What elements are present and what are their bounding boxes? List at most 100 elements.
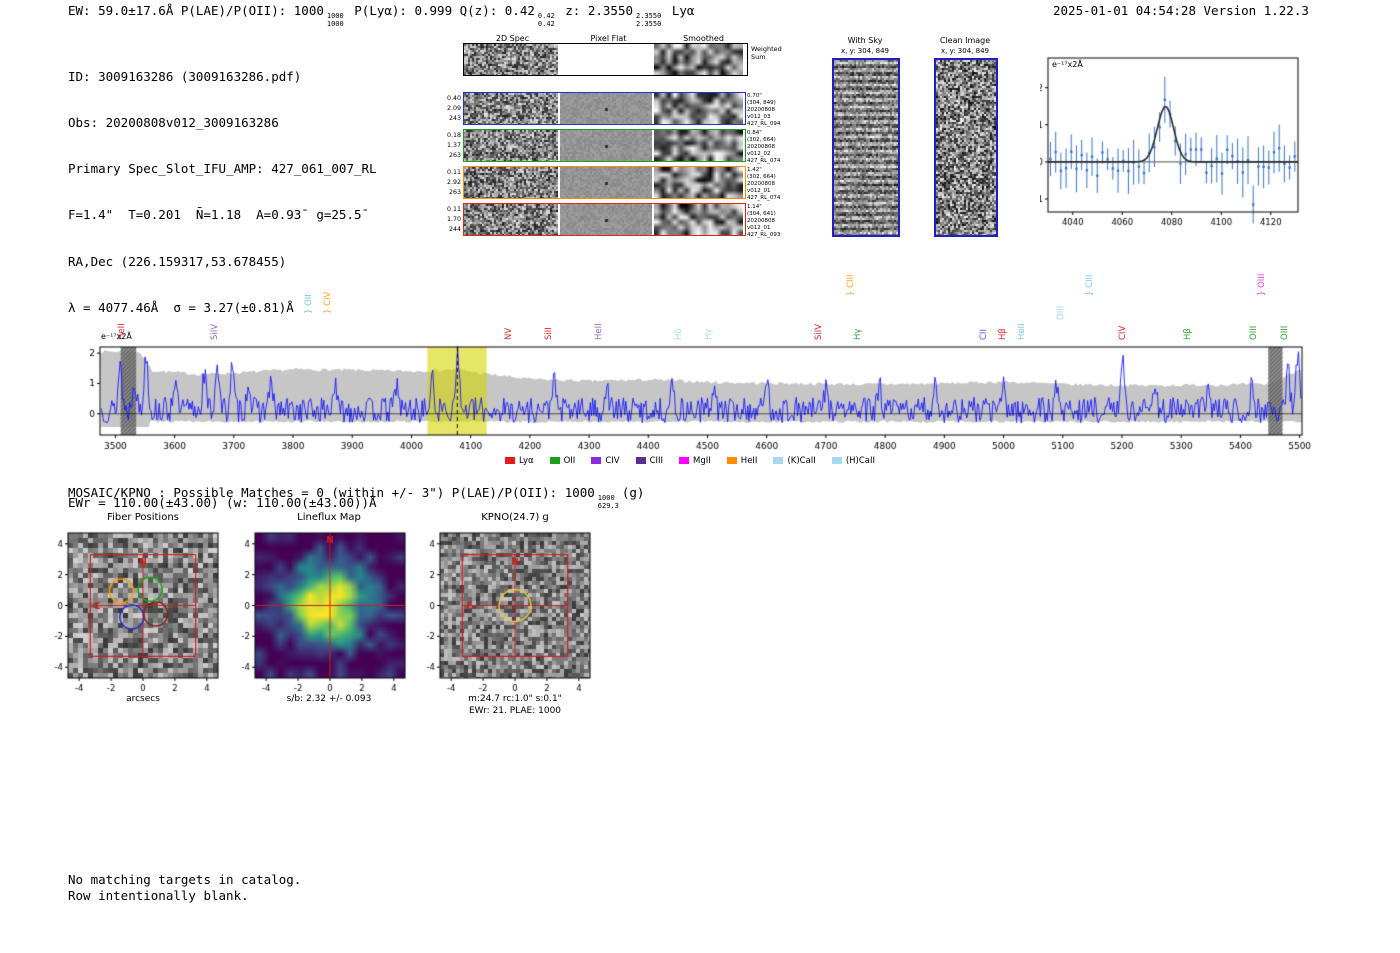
spec2d-row-annotation: 1.42" (302, 664) 20200808 v012_01 427_RL_074 bbox=[747, 167, 792, 201]
clean-coords: x, y: 304, 849 bbox=[941, 47, 989, 55]
emission-line-label: Hδ bbox=[674, 328, 685, 340]
mosaic-match-line: MOSAIC/KPNO : Possible Matches = 0 (with… bbox=[68, 485, 644, 511]
kpno-image-plot bbox=[410, 523, 600, 695]
legend-swatch bbox=[635, 457, 646, 464]
spec2d-row-annotation-line: 1.14" bbox=[747, 204, 762, 210]
spec2d-row-left-value: 244 bbox=[448, 225, 461, 233]
info-wavelength-sigma: λ = 4077.46Å σ = 3.27(±0.81)Å bbox=[68, 299, 294, 315]
spec2d-cell-smoothed bbox=[654, 130, 743, 161]
spec2d-fiber-row: 0.11 1.70 244 1.14" (304, 641) 20200808 v012_0… bbox=[447, 203, 780, 238]
emission-line-label: } CIII bbox=[845, 274, 856, 296]
spec2d-header-2dspec: 2D Spec bbox=[495, 34, 530, 43]
emission-line-label: } CIV bbox=[323, 291, 334, 314]
spec2d-cell-smoothed bbox=[654, 93, 743, 124]
spec2d-row-annotation-line: (304, 849) bbox=[747, 99, 776, 106]
spec2d-row-annotation-line: v012_02 bbox=[747, 150, 771, 157]
cell-gap bbox=[652, 204, 654, 235]
legend-item: HeII bbox=[726, 456, 757, 466]
spec2d-cell-smoothed bbox=[654, 167, 743, 198]
summary-line: EW: 59.0±17.6Å P(LAE)/P(OII): 1000 1000 10… bbox=[68, 3, 694, 29]
spec2d-cell-2dspec bbox=[464, 167, 558, 198]
mosaic-match-post: (g) bbox=[621, 485, 645, 500]
spec2d-header-smoothed: Smoothed bbox=[683, 34, 724, 43]
summary-ew-plae: EW: 59.0±17.6Å P(LAE)/P(OII): 1000 bbox=[68, 3, 324, 18]
emission-line-label: } CIII bbox=[1085, 274, 1096, 296]
spec2d-rows: 0.40 2.09 243 0.70" (304, 849) 20200808 v012_0… bbox=[447, 92, 780, 240]
kpno-xlabel: m:24.7 rc:1.0" s:0.1" bbox=[468, 694, 562, 704]
info-id: ID: 3009163286 (3009163286.pdf) bbox=[68, 68, 302, 84]
spec2d-cell-pixelflat bbox=[560, 204, 652, 235]
emission-line-label: HeII bbox=[594, 323, 605, 340]
spec2d-row-annotation: 0.70" (304, 849) 20200808 v012_03 427_RL_094 bbox=[747, 93, 792, 127]
legend-item: CIV bbox=[591, 455, 620, 466]
lineflux-map-title: Lineflux Map bbox=[297, 512, 361, 523]
weighted-sum-label-line1: Weighted bbox=[751, 45, 782, 53]
z-frac-hi: 2.3550 bbox=[636, 12, 662, 20]
clean-image bbox=[934, 58, 998, 237]
footer-line-2: Row intentionally blank. bbox=[68, 887, 249, 903]
kpno-title: KPNO(24.7) g bbox=[481, 512, 549, 523]
info-seeing: F=1.4" T=0.201 N̄=1.18 A=0.93̄ g=25.5̄ bbox=[68, 207, 362, 223]
legend-label: CIII bbox=[649, 455, 664, 466]
lineflux-xlabel: s/b: 2.32 +/- 0.093 bbox=[286, 694, 372, 704]
emission-line-label: CII bbox=[978, 329, 989, 340]
spec2d-row-left-value: 263 bbox=[448, 151, 461, 159]
legend-item: OII bbox=[549, 455, 576, 466]
spec2d-row-annotation-line: 20200808 bbox=[747, 143, 775, 150]
spec2d-cell-smoothed bbox=[654, 44, 743, 75]
mosaic-plae-fraction: 1000 629.3 bbox=[597, 494, 619, 511]
legend-label: CIV bbox=[605, 455, 620, 466]
spec2d-row-annotation-line: 20200808 bbox=[747, 106, 775, 113]
spec2d-row-annotation-line: 0.70" bbox=[747, 93, 762, 99]
spec2d-row-annotation-line: 427_RL_074 bbox=[747, 194, 781, 201]
emission-line-label: SiIV bbox=[814, 323, 825, 340]
qz-frac-lo: 0.42 bbox=[537, 19, 555, 28]
spec2d-panel: 2D Spec Pixel Flat Smoothed Weighted Sum… bbox=[445, 28, 797, 268]
legend-label: (K)CaII bbox=[787, 455, 816, 466]
spec2d-header-pixelflat: Pixel Flat bbox=[590, 34, 627, 43]
weighted-sum-blank-cell bbox=[560, 44, 652, 75]
spec2d-row-left-value: 1.70 bbox=[446, 215, 461, 223]
spec2d-row-left-value: 2.09 bbox=[446, 104, 461, 112]
footer-notes: No matching targets in catalog. Row inte… bbox=[68, 872, 301, 903]
emission-line-label: SiIV bbox=[210, 323, 221, 340]
info-obs: Obs: 20200808v012_3009163286 bbox=[68, 115, 279, 131]
withsky-image bbox=[832, 58, 900, 237]
emission-line-label: OIII bbox=[1055, 305, 1066, 320]
emission-line-label: Hγ bbox=[703, 328, 714, 340]
spec2d-fiber-row: 0.40 2.09 243 0.70" (304, 849) 20200808 v012_0… bbox=[447, 92, 780, 127]
withsky-title: With Sky bbox=[847, 36, 883, 45]
mosaic-frac-hi: 1000 bbox=[597, 494, 615, 502]
fiber-positions-plot bbox=[38, 523, 228, 695]
emission-line-label: Hγ bbox=[853, 328, 864, 340]
weighted-sum-row bbox=[463, 43, 748, 76]
spec2d-row-annotation-line: 1.42" bbox=[747, 167, 762, 173]
cell-gap bbox=[558, 93, 560, 124]
info-ewr: EWr = 110.00(±43.00) (w: 110.00(±43.00))… bbox=[68, 495, 377, 511]
cell-gap bbox=[652, 130, 654, 161]
spec2d-cell-2dspec bbox=[464, 130, 558, 161]
cell-gap bbox=[652, 44, 654, 75]
weighted-sum-label: Weighted Sum bbox=[751, 45, 782, 62]
spec2d-row-left-value: 2.92 bbox=[446, 178, 461, 186]
spec2d-row-annotation-line: v012_03 bbox=[747, 113, 771, 120]
legend-swatch bbox=[773, 457, 784, 464]
spec2d-cell-2dspec bbox=[464, 44, 558, 75]
spec2d-row-left-value: 243 bbox=[448, 114, 461, 122]
spec2d-row-left-labels: 0.18 1.37 263 bbox=[442, 131, 461, 160]
summary-plya-qz: P(Lyα): 0.999 Q(z): 0.42 bbox=[354, 3, 535, 18]
full-spectrum-plot bbox=[55, 340, 1325, 462]
spec2d-row-annotation: 0.84" (302, 664) 20200808 v012_02 427_RL_074 bbox=[747, 130, 792, 164]
legend-swatch bbox=[549, 457, 560, 464]
legend-item: (K)CaII bbox=[773, 455, 816, 466]
legend-label: OII bbox=[563, 455, 576, 466]
plae-frac-lo: 1000 bbox=[326, 19, 344, 28]
spec2d-row-left-value: 0.40 bbox=[446, 95, 461, 102]
cell-gap bbox=[652, 93, 654, 124]
summary-z: z: 2.3550 bbox=[565, 3, 634, 18]
legend-item: CIII bbox=[635, 455, 664, 466]
emission-line-label: HeII bbox=[1016, 323, 1027, 340]
spectrum-legend: Lyα OII CIV CIII MgII HeII (K)CaII (H)CaII bbox=[55, 449, 1325, 468]
spec2d-fiber-row: 0.18 1.37 263 0.84" (302, 664) 20200808 v012_0… bbox=[447, 129, 780, 164]
